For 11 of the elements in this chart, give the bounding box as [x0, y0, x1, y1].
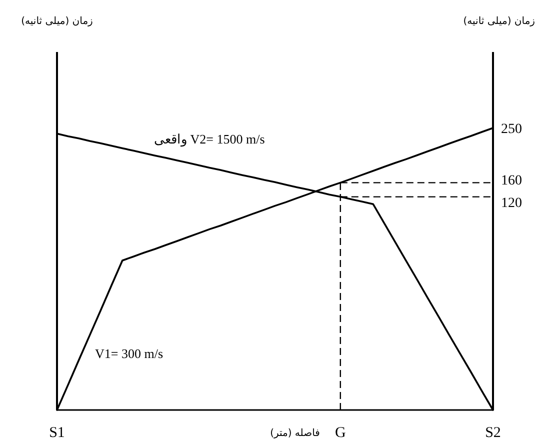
x-tick-label: S2	[485, 425, 501, 441]
x-tick-label: S1	[49, 425, 65, 441]
x-axis-title: فاصله (متر)	[270, 428, 320, 439]
text: 250	[501, 122, 522, 137]
text: زمان (میلی ثانیه)	[463, 16, 536, 27]
series-label: V1= 300 m/s	[95, 346, 164, 361]
text: زمان (میلی ثانیه)	[21, 16, 94, 27]
x-tick-label: G	[334, 425, 346, 441]
text: 160	[501, 174, 522, 189]
series-label: واقعی V2= 1500 m/s	[154, 132, 265, 148]
text: 120	[501, 196, 522, 211]
